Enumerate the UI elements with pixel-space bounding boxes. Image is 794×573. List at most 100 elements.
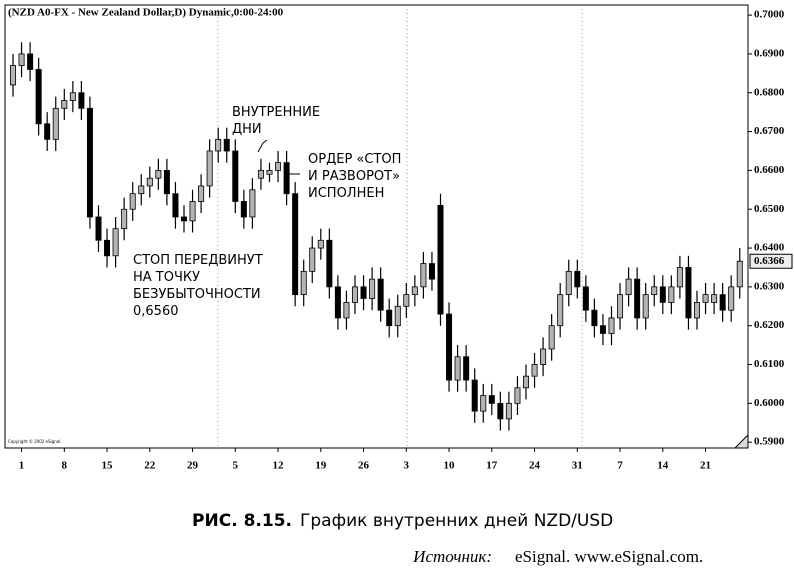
candle-body	[505, 402, 512, 420]
figure-caption: График внутренних дней NZD/USD	[300, 511, 613, 531]
candle-body	[249, 189, 256, 218]
candle-body	[78, 92, 85, 109]
last-price-label: 0.6366	[754, 255, 785, 267]
candle-body	[121, 208, 128, 230]
candle-body	[591, 309, 598, 327]
candle-body	[394, 305, 401, 327]
candle-body	[711, 294, 718, 303]
candle-body	[386, 309, 393, 327]
scroll-corner	[733, 433, 749, 449]
candle-body	[531, 364, 538, 377]
candle-body	[437, 204, 444, 315]
candle-body	[215, 138, 222, 152]
y-tick-label: 0.6400	[754, 242, 785, 254]
source-text: eSignal. www.eSignal.com.	[515, 547, 703, 566]
candle-body	[198, 185, 205, 202]
candle-body	[736, 260, 743, 288]
candle-body	[651, 286, 658, 296]
x-tick-label: 29	[187, 460, 199, 472]
annotation: ВНУТРЕННИЕ	[232, 105, 320, 120]
candle-body	[411, 286, 418, 296]
candle-body	[719, 294, 726, 311]
y-tick-label: 0.6900	[754, 47, 785, 59]
source-label: Источник:	[412, 547, 492, 566]
candle-body	[292, 193, 299, 296]
candle-body	[223, 138, 230, 152]
candle-body	[668, 286, 675, 303]
y-tick-label: 0.7000	[754, 9, 785, 21]
last-price-box	[749, 253, 793, 269]
y-tick-label: 0.6800	[754, 86, 785, 98]
candle-body	[343, 302, 350, 319]
x-tick-label: 1	[19, 460, 25, 472]
x-tick-label: 21	[700, 460, 711, 472]
candle-body	[369, 278, 376, 299]
y-tick-label: 0.6200	[754, 319, 785, 331]
candle-body	[35, 69, 42, 125]
candle-body	[351, 286, 358, 303]
candle-body	[617, 294, 624, 319]
candle-body	[446, 313, 453, 381]
x-tick-label: 3	[404, 460, 410, 472]
y-tick-label: 0.6100	[754, 358, 785, 370]
candle-body	[232, 150, 239, 202]
y-tick-label: 0.5900	[754, 436, 785, 448]
candle-body	[172, 193, 179, 218]
candle-body	[454, 356, 461, 381]
annotation: 0,6560	[133, 304, 179, 319]
candle-body	[608, 317, 615, 334]
candle-body	[52, 107, 59, 140]
y-tick-label: 0.6300	[754, 280, 785, 292]
candle-body	[497, 402, 504, 420]
candle-body	[694, 302, 701, 319]
x-tick-label: 26	[358, 460, 370, 472]
y-tick-label: 0.6700	[754, 125, 785, 137]
candle-body	[300, 270, 307, 296]
candle-body	[702, 294, 709, 303]
candle-body	[69, 92, 76, 101]
x-tick-label: 19	[315, 460, 327, 472]
candle-body	[240, 201, 247, 218]
candle-body	[104, 239, 111, 257]
candle-body	[599, 325, 606, 334]
candle-body	[180, 216, 187, 222]
x-tick-label: 24	[529, 460, 541, 472]
candle-body	[163, 169, 170, 195]
candle-body	[206, 150, 213, 187]
candle-body	[557, 294, 564, 327]
candle-body	[326, 239, 333, 288]
candle-body	[360, 286, 367, 299]
candle-body	[189, 201, 196, 222]
x-tick-label: 14	[657, 460, 669, 472]
candle-body	[625, 278, 632, 296]
chart-title: (NZD A0-FX - New Zealand Dollar,D) Dynam…	[8, 7, 284, 19]
candle-body	[728, 286, 735, 311]
candle-body	[642, 294, 649, 319]
candle-body	[334, 286, 341, 319]
candle-body	[317, 239, 324, 249]
annotation-pointer	[257, 139, 268, 153]
candle-body	[18, 53, 25, 66]
candle-body	[488, 395, 495, 404]
candle-body	[95, 216, 102, 241]
x-tick-label: 22	[144, 460, 156, 472]
copyright: Copyright © 2002 eSignal	[8, 439, 60, 444]
candle-body	[129, 193, 136, 210]
x-tick-label: 5	[233, 460, 239, 472]
candle-body	[420, 263, 427, 288]
annotation: СТОП ПЕРЕДВИНУТ	[133, 253, 263, 268]
candle-body	[403, 294, 410, 307]
candle-body	[27, 53, 34, 70]
candle-body	[523, 375, 530, 389]
plot-frame	[4, 4, 749, 449]
candle-body	[155, 169, 162, 179]
candle-body	[659, 286, 666, 303]
candle-body	[565, 270, 572, 296]
candle-body	[257, 169, 264, 179]
candle-body	[86, 107, 93, 218]
figure-number: РИС. 8.15.	[192, 511, 292, 531]
x-tick-label: 17	[486, 460, 498, 472]
annotation: И РАЗВОРОТ»	[308, 169, 400, 184]
candle-body	[463, 356, 470, 381]
